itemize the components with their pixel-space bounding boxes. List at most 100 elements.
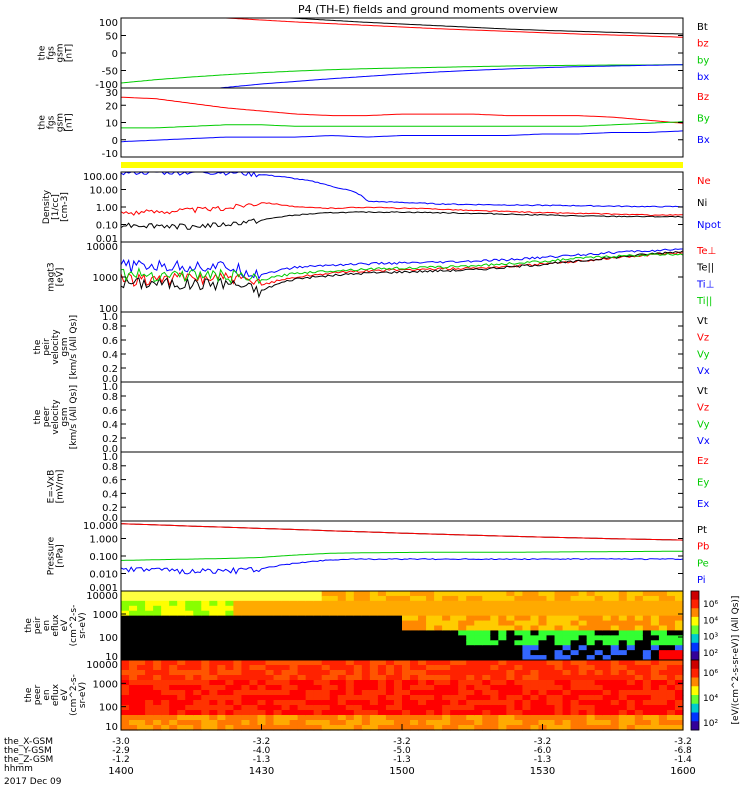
spectrogram-cell: [522, 710, 532, 716]
spectrogram-cell: [265, 710, 275, 716]
colorbar-tick-label: 10²: [703, 719, 718, 729]
spectrogram-cell: [185, 720, 194, 726]
spectrogram-cell: [241, 630, 251, 636]
spectrogram-cell: [650, 705, 660, 711]
spectrogram-cell: [602, 615, 612, 622]
spectrogram-cell: [281, 650, 291, 656]
spectrogram-cell: [193, 600, 202, 607]
spectrogram-cell: [169, 715, 178, 721]
spectrogram-cell: [297, 645, 307, 651]
spectrogram-cell: [369, 635, 379, 641]
spectrogram-cell: [257, 605, 267, 612]
spectrogram-cell: [402, 595, 411, 602]
spectrogram-cell: [289, 650, 299, 656]
spectrogram-cell: [209, 660, 218, 666]
spectrogram-cell: [602, 635, 612, 641]
spectrogram-cell: [578, 595, 588, 602]
spectrogram-cell: [634, 680, 644, 686]
spectrogram-cell: [233, 720, 243, 726]
spectrogram-cell: [618, 650, 628, 656]
y-tick-label: 1000: [93, 679, 118, 690]
spectrogram-cell: [490, 720, 499, 726]
spectrogram-cell: [426, 630, 435, 636]
spectrogram-cell: [361, 605, 371, 612]
spectrogram-cell: [426, 665, 435, 671]
spectrogram-cell: [410, 665, 419, 671]
spectrogram-cell: [233, 605, 243, 612]
spectrogram-cell: [434, 591, 443, 597]
spectrogram-cell: [137, 620, 146, 627]
spectrogram-cell: [169, 591, 178, 597]
spectrogram-cell: [538, 710, 548, 716]
spectrogram-cell: [121, 660, 130, 666]
spectrogram-cell: [289, 655, 299, 661]
spectrogram-cell: [281, 625, 291, 632]
spectrogram-cell: [273, 600, 283, 607]
spectrogram-cell: [249, 600, 259, 607]
spectrogram-cell: [121, 650, 130, 656]
spectrogram-cell: [466, 600, 475, 607]
y-tick-label: 0: [112, 49, 118, 60]
spectrogram-cell: [329, 720, 339, 726]
spectrogram-cell: [522, 625, 532, 632]
spectrogram-cell: [329, 655, 339, 661]
spectrogram-cell: [313, 630, 323, 636]
spectrogram-cell: [169, 670, 178, 676]
spectrogram-cell: [185, 610, 194, 617]
spectrogram-cell: [369, 695, 379, 701]
spectrogram-cell: [217, 665, 226, 671]
spectrogram-cell: [217, 705, 226, 711]
spectrogram-cell: [546, 591, 556, 597]
colorbar-frame: [690, 659, 700, 731]
spectrogram-cell: [353, 591, 363, 597]
spectrogram-cell: [466, 715, 475, 721]
spectrogram-cell: [562, 645, 572, 651]
spectrogram-cell: [586, 600, 596, 607]
spectrogram-cell: [161, 645, 170, 651]
spectrogram-cell: [209, 720, 218, 726]
spectrogram-cell: [666, 670, 676, 676]
spectrogram-cell: [233, 680, 243, 686]
y-tick-label: 0.4: [102, 489, 118, 500]
spectrogram-cell: [546, 615, 556, 622]
spectrogram-cell: [225, 595, 234, 602]
spectrogram-cell: [666, 655, 676, 661]
spectrogram-cell: [121, 630, 130, 636]
spectrogram-cell: [546, 600, 556, 607]
spectrogram-cell: [177, 615, 186, 622]
spectrogram-cell: [442, 715, 451, 721]
spectrogram-cell: [650, 655, 660, 661]
spectrogram-cell: [418, 665, 427, 671]
spectrogram-cell: [289, 615, 299, 622]
spectrogram-cell: [393, 715, 403, 721]
spectrogram-cell: [185, 695, 194, 701]
spectrogram-cell: [402, 710, 411, 716]
spectrogram-cell: [618, 685, 628, 691]
spectrogram-cell: [329, 675, 339, 681]
spectrogram-cell: [626, 700, 636, 706]
spectrogram-cell: [474, 610, 483, 617]
spectrogram-cell: [289, 700, 299, 706]
spectrogram-cell: [257, 645, 267, 651]
spectrogram-cell: [209, 685, 218, 691]
spectrogram-cell: [498, 665, 507, 671]
spectrogram-cell: [353, 615, 363, 622]
spectrogram-cell: [498, 695, 507, 701]
spectrogram-cell: [554, 620, 564, 627]
spectrogram-cell: [385, 710, 395, 716]
spectrogram-cell: [410, 660, 419, 666]
spectrogram-cell: [474, 630, 483, 636]
spectrogram-cell: [161, 640, 170, 646]
spectrogram-cell: [658, 705, 668, 711]
spectrogram-cell: [369, 710, 379, 716]
spectrogram-cell: [410, 605, 419, 612]
spectrogram-cell: [602, 670, 612, 676]
spectrogram-cell: [201, 680, 210, 686]
spectrogram-cell: [538, 625, 548, 632]
spectrogram-cell: [393, 655, 403, 661]
spectrogram-cell: [418, 670, 427, 676]
spectrogram-cell: [434, 720, 443, 726]
spectrogram-cell: [506, 595, 515, 602]
spectrogram-cell: [522, 675, 532, 681]
spectrogram-cell: [618, 615, 628, 622]
